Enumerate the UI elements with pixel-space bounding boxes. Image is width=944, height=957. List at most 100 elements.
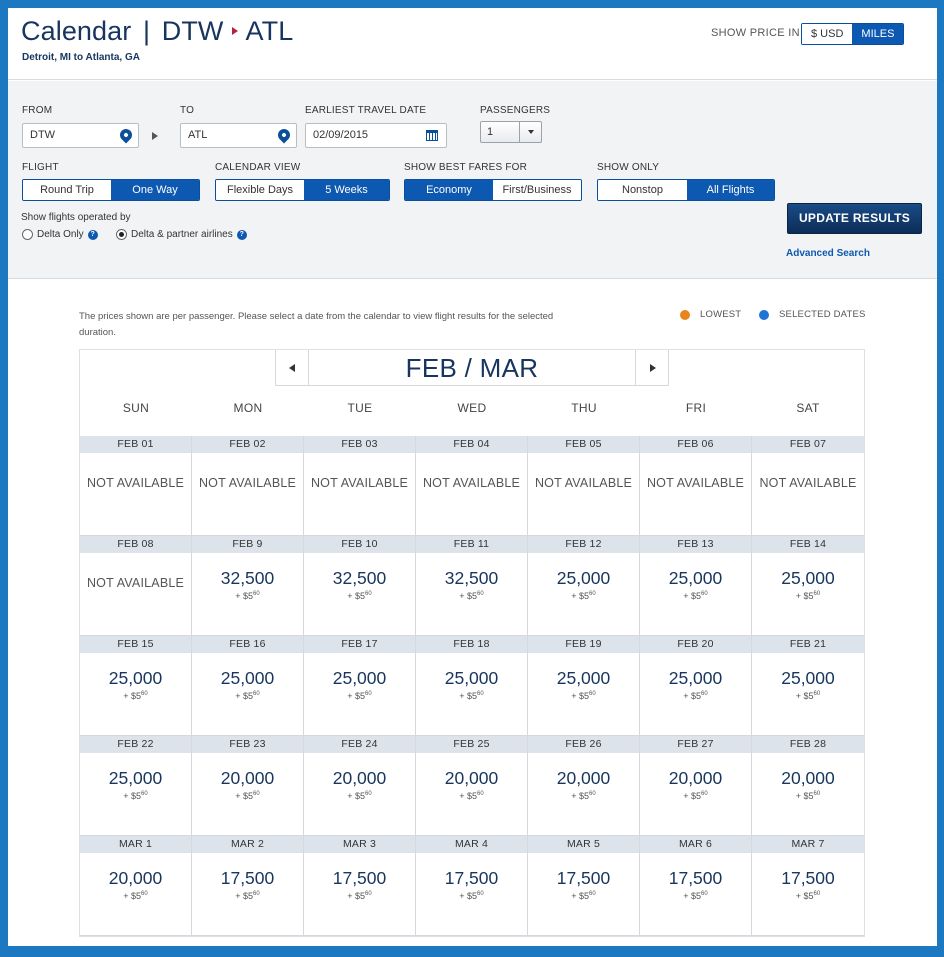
calendar-day-cell[interactable]: MAR 2 17,500 + $560 — [192, 836, 304, 936]
day-miles-price[interactable]: 25,000 — [556, 568, 611, 588]
day-miles-price[interactable]: 25,000 — [556, 668, 611, 688]
prev-month-button[interactable] — [276, 350, 309, 385]
date-input[interactable]: 02/09/2015 — [305, 123, 447, 148]
day-miles-price[interactable]: 25,000 — [668, 568, 723, 588]
help-icon[interactable]: ? — [236, 229, 247, 240]
price-miles-button[interactable]: MILES — [852, 24, 904, 44]
day-miles-price[interactable]: 20,000 — [220, 768, 275, 788]
first-business-button[interactable]: First/Business — [493, 180, 581, 200]
tax-whole: 5 — [472, 791, 478, 801]
day-date-label: FEB 19 — [528, 636, 639, 653]
day-miles-price[interactable]: 25,000 — [220, 668, 275, 688]
day-miles-price[interactable]: 17,500 — [556, 868, 611, 888]
calendar-day-cell[interactable]: FEB 17 25,000 + $560 — [304, 636, 416, 736]
calendar-day-cell[interactable]: FEB 26 20,000 + $560 — [528, 736, 640, 836]
next-month-button[interactable] — [635, 350, 668, 385]
tax-cents: 60 — [365, 691, 372, 697]
day-miles-price[interactable]: 20,000 — [781, 768, 835, 788]
calendar-icon[interactable] — [426, 130, 438, 141]
day-tax-amount: + $560 — [528, 591, 639, 601]
calendar-day-cell[interactable]: FEB 16 25,000 + $560 — [192, 636, 304, 736]
radio-delta-partner[interactable]: Delta & partner airlines ? — [116, 229, 247, 240]
tax-cents: 60 — [141, 691, 148, 697]
tax-whole: 5 — [136, 791, 142, 801]
radio-button[interactable] — [22, 229, 33, 240]
day-tax-amount: + $560 — [752, 891, 864, 901]
calendar-day-cell[interactable]: FEB 20 25,000 + $560 — [640, 636, 752, 736]
calendar-day-cell[interactable]: FEB 10 32,500 + $560 — [304, 536, 416, 636]
tax-whole: 5 — [248, 691, 254, 701]
day-miles-price[interactable]: 20,000 — [108, 868, 163, 888]
day-tax-amount: + $560 — [528, 691, 639, 701]
day-miles-price[interactable]: 17,500 — [781, 868, 835, 888]
calendar-day-cell[interactable]: FEB 25 20,000 + $560 — [416, 736, 528, 836]
radio-button-selected[interactable] — [116, 229, 127, 240]
show-only-label: SHOW ONLY — [597, 162, 660, 173]
calendar-day-cell[interactable]: FEB 28 20,000 + $560 — [752, 736, 864, 836]
flexible-days-button[interactable]: Flexible Days — [216, 180, 304, 200]
calendar-day-cell[interactable]: FEB 11 32,500 + $560 — [416, 536, 528, 636]
day-miles-price[interactable]: 17,500 — [668, 868, 723, 888]
calendar-day-cell[interactable]: FEB 13 25,000 + $560 — [640, 536, 752, 636]
day-miles-price[interactable]: 32,500 — [444, 568, 499, 588]
title-destination: ATL — [245, 16, 294, 46]
radio-delta-only[interactable]: Delta Only ? — [22, 229, 98, 240]
calendar-day-cell[interactable]: MAR 3 17,500 + $560 — [304, 836, 416, 936]
five-weeks-button[interactable]: 5 Weeks — [304, 180, 389, 200]
calendar-day-cell: FEB 02 NOT AVAILABLE — [192, 436, 304, 536]
calendar-day-cell[interactable]: FEB 18 25,000 + $560 — [416, 636, 528, 736]
one-way-button[interactable]: One Way — [111, 180, 199, 200]
from-input[interactable]: DTW — [22, 123, 139, 148]
day-miles-price[interactable]: 17,500 — [220, 868, 275, 888]
calendar-day-cell[interactable]: FEB 24 20,000 + $560 — [304, 736, 416, 836]
legend-lowest-label: LOWEST — [700, 309, 742, 320]
day-miles-price[interactable]: 20,000 — [444, 768, 499, 788]
day-miles-price[interactable]: 25,000 — [108, 668, 163, 688]
calendar-day-cell[interactable]: MAR 7 17,500 + $560 — [752, 836, 864, 936]
to-input[interactable]: ATL — [180, 123, 297, 148]
advanced-search-link[interactable]: Advanced Search — [786, 248, 870, 259]
calendar-day-cell[interactable]: FEB 14 25,000 + $560 — [752, 536, 864, 636]
round-trip-button[interactable]: Round Trip — [23, 180, 111, 200]
day-miles-price[interactable]: 25,000 — [781, 668, 835, 688]
day-miles-price[interactable]: 25,000 — [668, 668, 723, 688]
calendar-day-cell[interactable]: MAR 4 17,500 + $560 — [416, 836, 528, 936]
day-date-label: MAR 1 — [80, 836, 191, 853]
day-miles-price[interactable]: 20,000 — [332, 768, 387, 788]
calendar-day-cell[interactable]: FEB 19 25,000 + $560 — [528, 636, 640, 736]
day-miles-price[interactable]: 20,000 — [668, 768, 723, 788]
calendar-day-cell[interactable]: FEB 12 25,000 + $560 — [528, 536, 640, 636]
show-price-label: SHOW PRICE IN — [711, 27, 800, 39]
calendar-day-cell[interactable]: FEB 21 25,000 + $560 — [752, 636, 864, 736]
day-miles-price[interactable]: 25,000 — [108, 768, 163, 788]
day-miles-price[interactable]: 32,500 — [332, 568, 387, 588]
day-miles-price[interactable]: 20,000 — [556, 768, 611, 788]
day-miles-price[interactable]: 25,000 — [332, 668, 387, 688]
calendar-day-cell[interactable]: MAR 5 17,500 + $560 — [528, 836, 640, 936]
day-miles-price[interactable]: 25,000 — [781, 568, 835, 588]
day-miles-price[interactable]: 17,500 — [444, 868, 499, 888]
all-flights-button[interactable]: All Flights — [687, 180, 774, 200]
day-date-label: FEB 13 — [640, 536, 751, 553]
calendar-day-cell[interactable]: FEB 22 25,000 + $560 — [80, 736, 192, 836]
day-miles-price[interactable]: 32,500 — [220, 568, 275, 588]
help-icon[interactable]: ? — [87, 229, 98, 240]
day-miles-price[interactable]: 25,000 — [444, 668, 499, 688]
nonstop-button[interactable]: Nonstop — [598, 180, 687, 200]
calendar-day-cell[interactable]: FEB 23 20,000 + $560 — [192, 736, 304, 836]
price-usd-button[interactable]: $ USD — [802, 24, 853, 44]
calendar-day-cell[interactable]: FEB 9 32,500 + $560 — [192, 536, 304, 636]
passengers-select[interactable]: 1 — [480, 121, 542, 143]
calendar-day-cell[interactable]: FEB 27 20,000 + $560 — [640, 736, 752, 836]
flight-type-toggle: Round Trip One Way — [22, 179, 200, 201]
passengers-label: PASSENGERS — [480, 105, 551, 116]
calendar-day-cell[interactable]: MAR 1 20,000 + $560 — [80, 836, 192, 936]
tax-whole: 5 — [136, 691, 142, 701]
day-miles-price[interactable]: 17,500 — [332, 868, 387, 888]
from-value: DTW — [30, 129, 56, 141]
calendar-day-cell[interactable]: FEB 15 25,000 + $560 — [80, 636, 192, 736]
update-results-button[interactable]: UPDATE RESULTS — [787, 203, 922, 234]
economy-button[interactable]: Economy — [405, 180, 493, 200]
calendar-day-cell[interactable]: MAR 6 17,500 + $560 — [640, 836, 752, 936]
tax-cents: 60 — [365, 791, 372, 797]
